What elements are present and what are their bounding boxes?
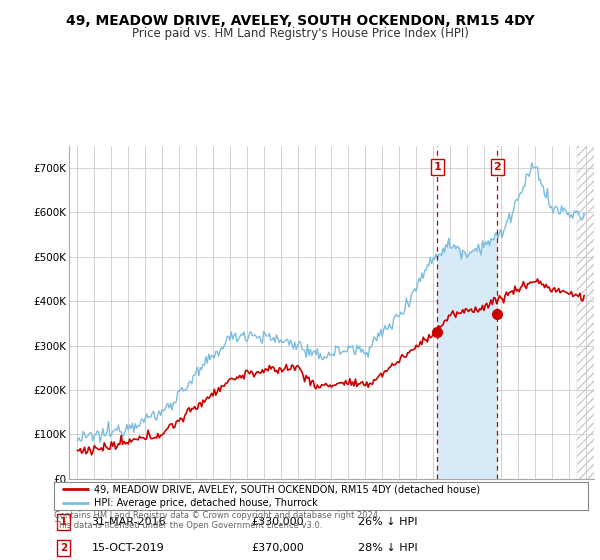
Text: 15-OCT-2019: 15-OCT-2019 [91, 543, 164, 553]
Text: 49, MEADOW DRIVE, AVELEY, SOUTH OCKENDON, RM15 4DY (detached house): 49, MEADOW DRIVE, AVELEY, SOUTH OCKENDON… [94, 484, 480, 494]
Text: 2: 2 [60, 543, 67, 553]
Text: Contains HM Land Registry data © Crown copyright and database right 2024.
This d: Contains HM Land Registry data © Crown c… [54, 511, 380, 530]
Text: HPI: Average price, detached house, Thurrock: HPI: Average price, detached house, Thur… [94, 498, 318, 508]
Text: £370,000: £370,000 [251, 543, 304, 553]
Text: 28% ↓ HPI: 28% ↓ HPI [358, 543, 418, 553]
Text: 1: 1 [60, 517, 67, 528]
Text: 49, MEADOW DRIVE, AVELEY, SOUTH OCKENDON, RM15 4DY: 49, MEADOW DRIVE, AVELEY, SOUTH OCKENDON… [65, 14, 535, 28]
Text: 1: 1 [433, 162, 441, 172]
Text: 26% ↓ HPI: 26% ↓ HPI [358, 517, 418, 528]
Text: £330,000: £330,000 [251, 517, 304, 528]
Text: 2: 2 [493, 162, 501, 172]
Text: Price paid vs. HM Land Registry's House Price Index (HPI): Price paid vs. HM Land Registry's House … [131, 27, 469, 40]
Text: 31-MAR-2016: 31-MAR-2016 [91, 517, 166, 528]
